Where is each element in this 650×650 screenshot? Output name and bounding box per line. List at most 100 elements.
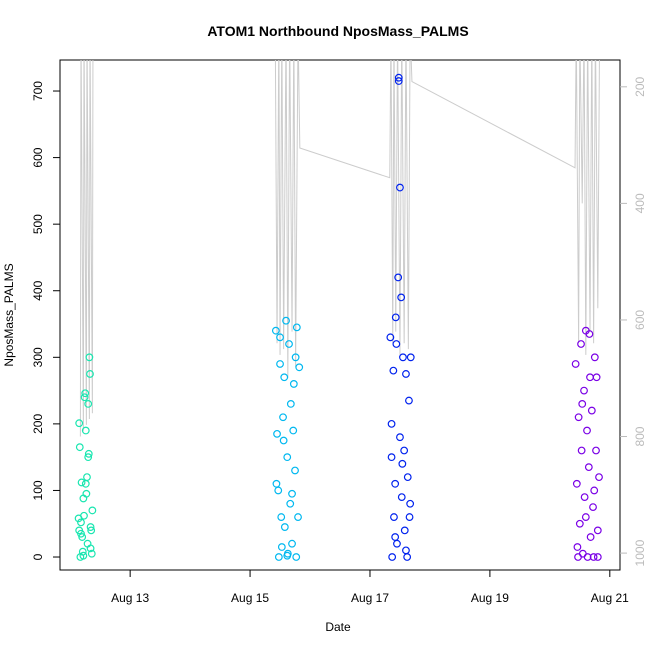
point: [277, 513, 286, 521]
y-tick-label: 200: [31, 414, 45, 434]
point: [272, 479, 281, 488]
x-tick-label: Aug 21: [591, 591, 629, 605]
point: [400, 526, 409, 535]
point: [578, 549, 587, 558]
point: [580, 386, 588, 395]
point: [86, 523, 95, 531]
point: [387, 419, 396, 428]
point: [276, 333, 284, 342]
point: [75, 443, 84, 452]
point: [276, 360, 284, 368]
point: [391, 313, 400, 322]
point: [279, 436, 288, 445]
point: [399, 353, 407, 362]
point: [578, 400, 587, 408]
x-tick-label: Aug 13: [111, 591, 149, 605]
point: [86, 544, 95, 553]
point: [279, 413, 287, 422]
point: [406, 499, 415, 508]
point: [78, 547, 87, 556]
point: [81, 426, 90, 435]
point: [585, 330, 594, 338]
point: [84, 400, 93, 408]
point: [586, 373, 594, 382]
point: [79, 551, 88, 560]
point: [87, 549, 96, 558]
point: [291, 353, 300, 362]
point: [291, 466, 299, 475]
point: [280, 523, 289, 531]
point: [581, 513, 590, 521]
point: [590, 486, 599, 495]
point: [285, 340, 293, 348]
point: [389, 366, 398, 375]
point: [388, 553, 397, 561]
point: [577, 340, 585, 348]
point: [88, 506, 97, 515]
point: [574, 553, 582, 561]
point: [394, 273, 403, 282]
point: [400, 446, 409, 455]
y-tick-label: 100: [31, 480, 45, 500]
point: [283, 551, 292, 560]
pressure-line: [79, 60, 600, 437]
point: [583, 426, 591, 435]
point: [288, 539, 296, 548]
point: [78, 533, 87, 541]
point: [589, 503, 597, 511]
point: [80, 511, 88, 520]
point: [577, 446, 586, 455]
point: [84, 449, 93, 458]
point: [397, 493, 406, 502]
point: [77, 518, 85, 527]
point: [85, 353, 94, 362]
point: [82, 489, 91, 498]
point: [572, 479, 581, 488]
y-tick-label: 300: [31, 347, 45, 367]
point: [289, 426, 298, 435]
y2-tick-label: 600: [633, 310, 647, 330]
point: [584, 463, 593, 472]
point: [396, 433, 404, 442]
point: [283, 453, 292, 462]
point: [575, 519, 584, 528]
point: [390, 513, 398, 521]
point: [286, 499, 295, 508]
point: [586, 533, 595, 541]
y-tick-label: 400: [31, 280, 45, 300]
x-tick-label: Aug 15: [231, 591, 269, 605]
point: [282, 316, 290, 325]
point: [292, 553, 301, 561]
point: [396, 183, 404, 192]
point: [81, 479, 90, 488]
point: [392, 340, 401, 348]
point: [595, 473, 603, 482]
point: [273, 429, 281, 438]
point: [286, 400, 295, 408]
y-tick-label: 500: [31, 214, 45, 234]
point: [295, 363, 304, 372]
point: [402, 370, 410, 378]
point: [589, 553, 598, 561]
point: [387, 453, 396, 462]
plot-area: [74, 60, 603, 561]
x-axis-label: Date: [325, 620, 351, 634]
plot-box: [59, 59, 621, 571]
point: [86, 370, 94, 378]
point: [280, 373, 289, 382]
point: [397, 293, 406, 302]
point: [87, 526, 96, 535]
y2-tick-label: 400: [633, 193, 647, 213]
point: [292, 323, 301, 332]
y2-tick-label: 1000: [633, 539, 647, 566]
point: [405, 513, 414, 521]
point: [403, 473, 412, 482]
point: [391, 479, 400, 488]
point: [274, 553, 283, 561]
x-tick-label: Aug 17: [351, 591, 389, 605]
point: [80, 393, 89, 402]
point: [288, 489, 296, 498]
point: [277, 543, 286, 551]
point: [571, 360, 580, 368]
